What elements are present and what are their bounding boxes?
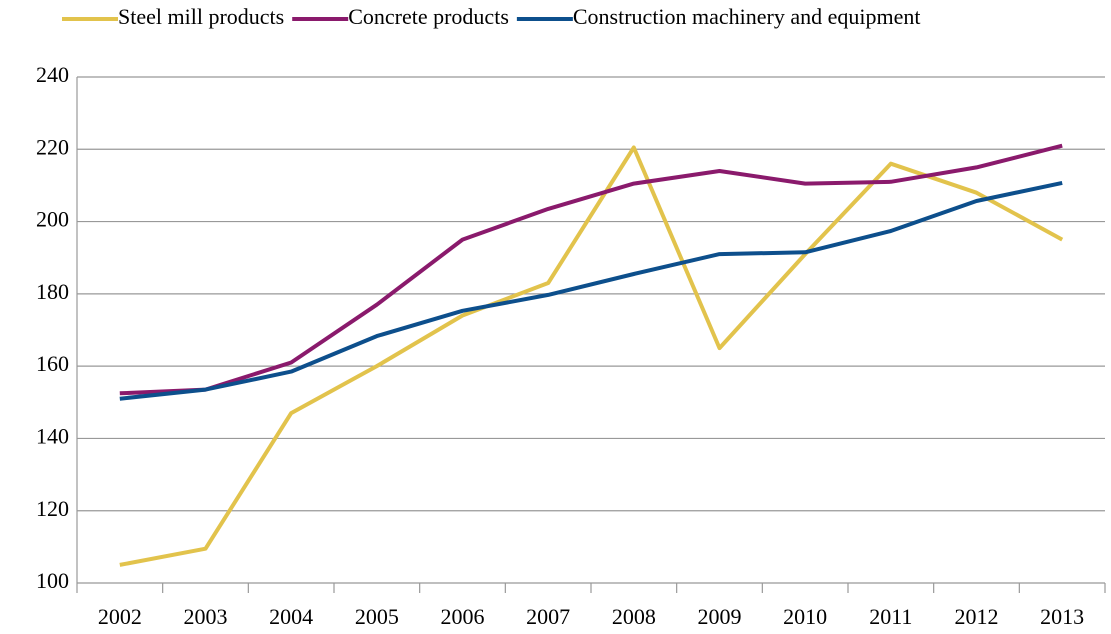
y-tick-label: 100 — [36, 568, 69, 593]
x-tick-label: 2005 — [355, 604, 399, 629]
x-tick-label: 2003 — [184, 604, 228, 629]
x-tick-label: 2004 — [269, 604, 313, 629]
y-tick-label: 240 — [36, 62, 69, 87]
x-tick-label: 2007 — [526, 604, 570, 629]
y-tick-label: 140 — [36, 423, 69, 448]
x-tick-label: 2010 — [783, 604, 827, 629]
legend-label: Construction machinery and equipment — [573, 4, 921, 29]
x-tick-label: 2008 — [612, 604, 656, 629]
legend-label: Concrete products — [348, 4, 509, 29]
y-tick-label: 220 — [36, 134, 69, 159]
series-line — [119, 145, 1064, 567]
x-tick-label: 2012 — [955, 604, 999, 629]
y-tick-label: 160 — [36, 351, 69, 376]
y-tick-label: 180 — [36, 279, 69, 304]
x-tick-label: 2013 — [1040, 604, 1084, 629]
y-tick-label: 200 — [36, 207, 69, 232]
x-tick-label: 2009 — [698, 604, 742, 629]
x-tick-label: 2006 — [441, 604, 485, 629]
y-tick-label: 120 — [36, 496, 69, 521]
series-line — [119, 180, 1063, 401]
series-line — [119, 143, 1063, 396]
x-tick-label: 2011 — [869, 604, 912, 629]
x-tick-label: 2002 — [98, 604, 142, 629]
legend-label: Steel mill products — [118, 4, 284, 29]
